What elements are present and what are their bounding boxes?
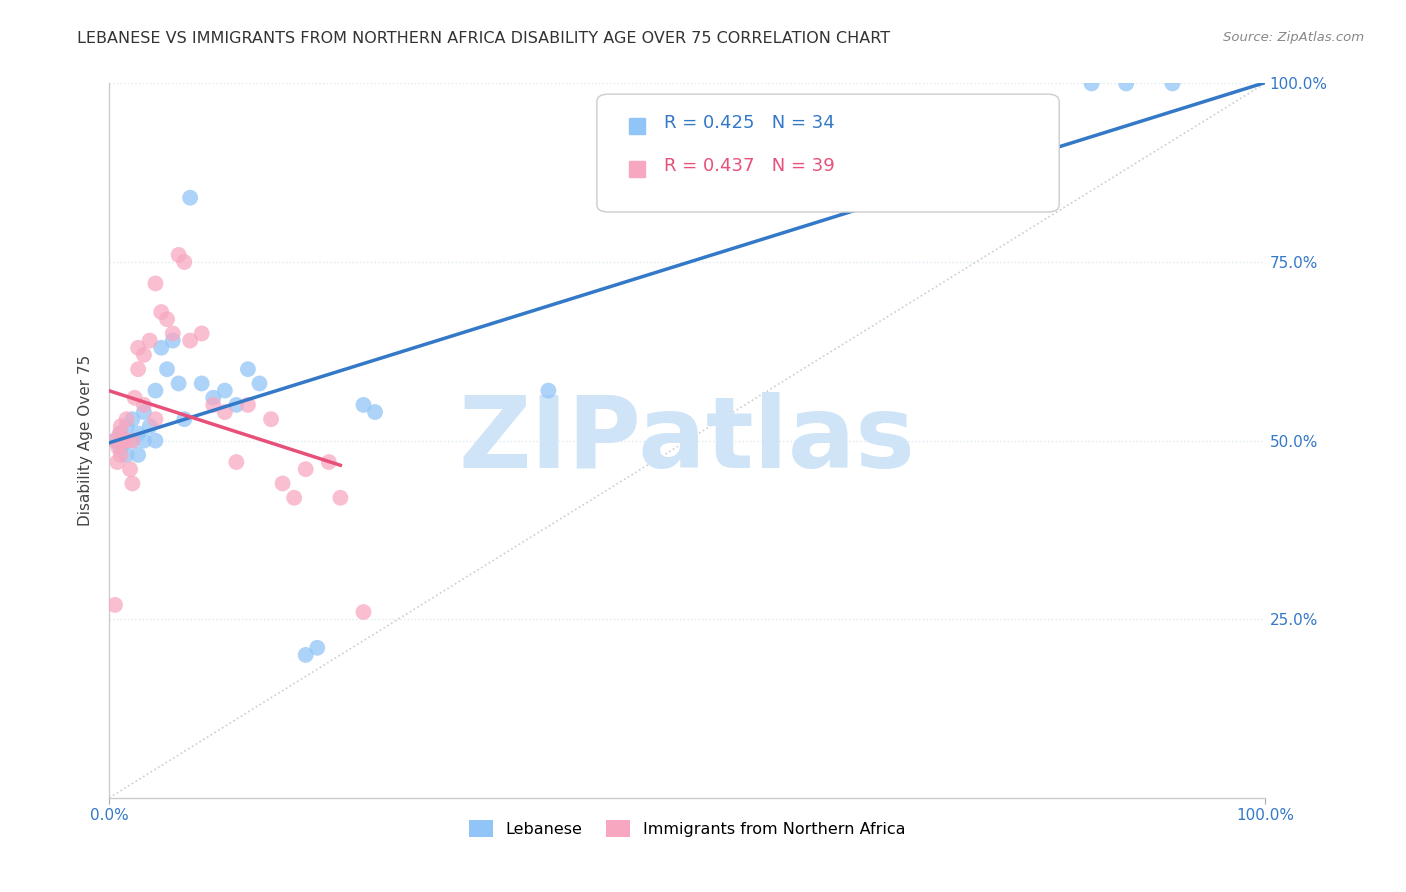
Point — [318, 455, 340, 469]
Point — [271, 476, 294, 491]
Point — [132, 398, 155, 412]
Point — [105, 455, 128, 469]
Text: LEBANESE VS IMMIGRANTS FROM NORTHERN AFRICA DISABILITY AGE OVER 75 CORRELATION C: LEBANESE VS IMMIGRANTS FROM NORTHERN AFR… — [77, 31, 890, 46]
Point — [127, 426, 149, 441]
Point — [173, 412, 195, 426]
Point — [294, 462, 316, 476]
Point — [190, 326, 212, 341]
Legend: Lebanese, Immigrants from Northern Africa: Lebanese, Immigrants from Northern Afric… — [463, 814, 912, 843]
Point — [307, 640, 329, 655]
Point — [127, 448, 149, 462]
Point — [145, 277, 167, 291]
Point — [294, 648, 316, 662]
Point — [121, 434, 143, 448]
Point — [138, 419, 160, 434]
Point — [225, 398, 247, 412]
Point — [115, 419, 138, 434]
Text: ZIPatlas: ZIPatlas — [458, 392, 915, 489]
Point — [145, 412, 167, 426]
Point — [112, 434, 135, 448]
Point — [202, 391, 225, 405]
Point — [115, 434, 138, 448]
Point — [145, 384, 167, 398]
Point — [121, 434, 143, 448]
Point — [353, 398, 375, 412]
Point — [179, 334, 201, 348]
Point — [537, 384, 560, 398]
Point — [156, 362, 179, 376]
Point — [260, 412, 283, 426]
Point — [236, 362, 259, 376]
Point — [132, 348, 155, 362]
Point — [145, 434, 167, 448]
Point — [127, 362, 149, 376]
Point — [104, 434, 127, 448]
Text: R = 0.437   N = 39: R = 0.437 N = 39 — [664, 157, 835, 175]
Point — [107, 441, 129, 455]
Point — [162, 326, 184, 341]
Point — [214, 384, 236, 398]
Point — [110, 419, 132, 434]
Point — [150, 305, 173, 319]
Point — [132, 405, 155, 419]
Point — [127, 341, 149, 355]
Point — [1161, 77, 1184, 91]
Point — [167, 376, 190, 391]
Point — [162, 334, 184, 348]
Point — [110, 441, 132, 455]
Point — [121, 412, 143, 426]
Point — [150, 341, 173, 355]
Point — [190, 376, 212, 391]
Point — [104, 434, 127, 448]
Point — [115, 448, 138, 462]
Point — [156, 312, 179, 326]
Point — [179, 191, 201, 205]
Point — [173, 255, 195, 269]
Text: R = 0.425   N = 34: R = 0.425 N = 34 — [664, 114, 835, 132]
Point — [124, 391, 146, 405]
Point — [121, 476, 143, 491]
Point — [353, 605, 375, 619]
Point — [110, 426, 132, 441]
Point — [167, 248, 190, 262]
Point — [108, 426, 131, 441]
Point — [132, 434, 155, 448]
Point — [1080, 77, 1102, 91]
Point — [104, 598, 127, 612]
Text: Source: ZipAtlas.com: Source: ZipAtlas.com — [1223, 31, 1364, 45]
Point — [364, 405, 387, 419]
Point — [283, 491, 305, 505]
FancyBboxPatch shape — [598, 95, 1059, 212]
Point — [118, 462, 141, 476]
Point — [115, 412, 138, 426]
Point — [110, 448, 132, 462]
Point — [138, 334, 160, 348]
Point — [214, 405, 236, 419]
Point — [329, 491, 352, 505]
Point — [236, 398, 259, 412]
Point — [202, 398, 225, 412]
Y-axis label: Disability Age Over 75: Disability Age Over 75 — [79, 355, 93, 526]
Point — [249, 376, 271, 391]
Point — [1115, 77, 1137, 91]
Point — [225, 455, 247, 469]
